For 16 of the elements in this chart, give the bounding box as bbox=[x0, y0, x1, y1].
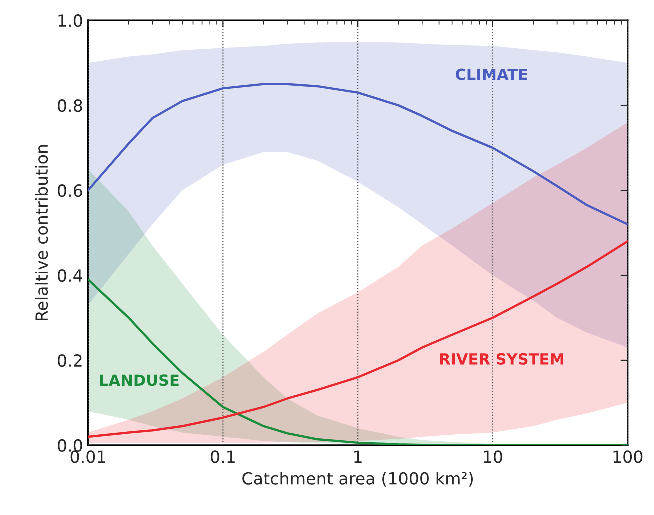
y-tick-label: 0.2 bbox=[58, 354, 82, 368]
x-axis-title: Catchment area (1000 km²) bbox=[242, 472, 474, 487]
y-tick-label: 0.8 bbox=[58, 100, 82, 112]
y-tick-label: 1.0 bbox=[58, 14, 82, 28]
y-axis-title: Relaltive contribution bbox=[35, 145, 48, 320]
series-label: RIVER SYSTEM bbox=[440, 353, 564, 365]
y-tick-label: 0.0 bbox=[58, 439, 82, 452]
y-tick-label: 0.4 bbox=[58, 269, 82, 282]
x-tick-label: 10 bbox=[484, 450, 502, 464]
text: CLIMATE bbox=[456, 68, 528, 80]
series-label: LANDUSE bbox=[100, 374, 179, 386]
x-tick-label: 0.1 bbox=[211, 450, 235, 464]
y-tick-label: 0.6 bbox=[58, 184, 82, 198]
x-tick-label: 1 bbox=[354, 450, 362, 463]
x-tick-label: 0.01 bbox=[70, 450, 106, 464]
x-tick-label: 100 bbox=[614, 450, 643, 464]
